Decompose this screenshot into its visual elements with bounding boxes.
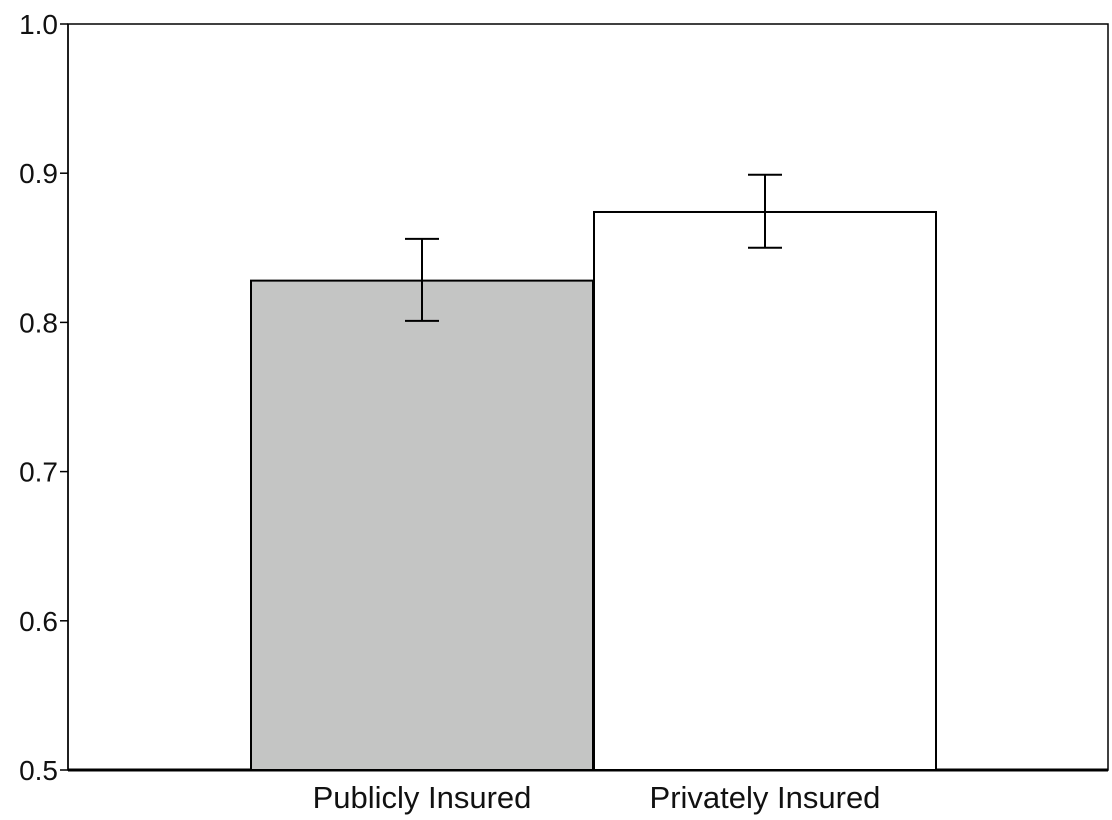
bar-privately-insured [593, 210, 937, 771]
y-tick-label: 1.0 [19, 9, 58, 40]
bar-publicly-insured [250, 279, 594, 771]
y-tick-label: 0.5 [19, 755, 58, 786]
x-axis: Publicly Insured Privately Insured [313, 780, 881, 815]
x-category-label: Publicly Insured [313, 780, 532, 815]
x-category-label: Privately Insured [650, 780, 881, 815]
y-tick-label: 0.7 [19, 457, 58, 488]
y-tick-label: 0.6 [19, 606, 58, 637]
y-tick-label: 0.8 [19, 307, 58, 338]
y-tick-label: 0.9 [19, 158, 58, 189]
error-bars [405, 173, 782, 322]
bars [250, 210, 937, 771]
y-axis: 0.5 0.6 0.7 0.8 0.9 1.0 [19, 9, 69, 786]
